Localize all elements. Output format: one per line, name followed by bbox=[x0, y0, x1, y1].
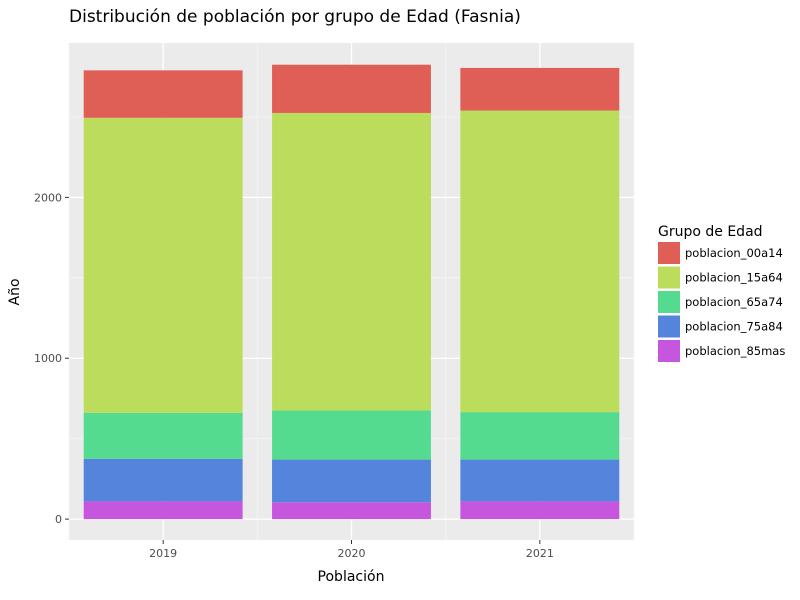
bar-segment-poblacion_15a64-2021 bbox=[460, 110, 620, 413]
bar-segment-poblacion_00a14-2021 bbox=[460, 67, 620, 111]
legend-item: poblacion_15a64 bbox=[658, 266, 783, 289]
y-axis-title: Año bbox=[7, 278, 23, 305]
y-tick-label: 2000 bbox=[34, 191, 62, 204]
bar-segment-poblacion_65a74-2020 bbox=[272, 410, 431, 460]
bar-segment-poblacion_85mas-2020 bbox=[272, 502, 431, 520]
bar-segment-poblacion_65a74-2019 bbox=[83, 412, 243, 459]
bar-segment-poblacion_85mas-2021 bbox=[460, 501, 620, 520]
bar-segment-poblacion_15a64-2019 bbox=[83, 117, 243, 413]
legend-label: poblacion_85mas bbox=[685, 344, 785, 358]
bars bbox=[83, 64, 620, 520]
bar-segment-poblacion_85mas-2019 bbox=[83, 501, 243, 520]
bar-segment-poblacion_75a84-2020 bbox=[272, 459, 431, 503]
x-tick-label: 2020 bbox=[338, 547, 366, 560]
x-tick-label: 2019 bbox=[149, 547, 177, 560]
legend-label: poblacion_00a14 bbox=[685, 246, 783, 260]
legend-item: poblacion_65a74 bbox=[658, 291, 783, 313]
y-tick-label: 1000 bbox=[34, 352, 62, 365]
legend-swatch bbox=[658, 315, 680, 338]
bar-segment-poblacion_75a84-2021 bbox=[460, 459, 620, 502]
legend-item: poblacion_75a84 bbox=[658, 315, 783, 338]
legend-swatch bbox=[658, 340, 680, 362]
y-axis: 0 1000 2000 bbox=[34, 191, 69, 526]
x-axis: 2019 2020 2021 bbox=[149, 540, 554, 560]
legend-item: poblacion_85mas bbox=[658, 340, 785, 362]
y-tick-label: 0 bbox=[55, 513, 62, 526]
chart-title: Distribución de población por grupo de E… bbox=[69, 7, 521, 27]
legend-swatch bbox=[658, 291, 680, 313]
bar-segment-poblacion_65a74-2021 bbox=[460, 412, 620, 460]
legend-item: poblacion_00a14 bbox=[658, 242, 783, 264]
legend: Grupo de Edad poblacion_00a14 poblacion_1… bbox=[658, 224, 785, 362]
x-axis-title: Población bbox=[318, 569, 385, 585]
legend-swatch bbox=[658, 266, 680, 289]
x-tick-label: 2021 bbox=[526, 547, 554, 560]
legend-items: poblacion_00a14 poblacion_15a64 poblacion_… bbox=[658, 242, 785, 362]
legend-swatch bbox=[658, 242, 680, 264]
legend-label: poblacion_15a64 bbox=[685, 271, 783, 285]
bar-segment-poblacion_75a84-2019 bbox=[83, 458, 243, 502]
legend-title: Grupo de Edad bbox=[658, 224, 763, 240]
bar-segment-poblacion_00a14-2019 bbox=[83, 70, 243, 118]
bar-segment-poblacion_00a14-2020 bbox=[272, 64, 431, 113]
legend-label: poblacion_65a74 bbox=[685, 295, 783, 309]
legend-label: poblacion_75a84 bbox=[685, 320, 783, 334]
bar-segment-poblacion_15a64-2020 bbox=[272, 112, 431, 411]
